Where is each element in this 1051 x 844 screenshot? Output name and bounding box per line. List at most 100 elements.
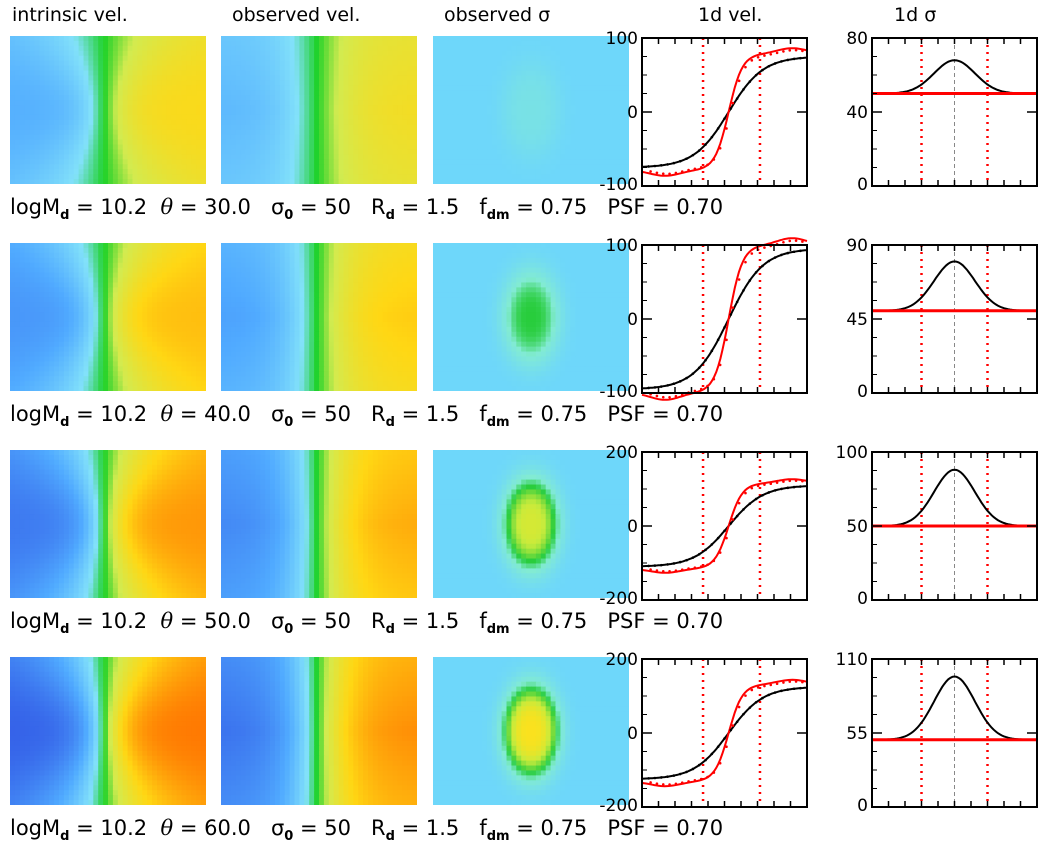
- y-tick-label: -100: [599, 382, 638, 402]
- model-point: [654, 564, 657, 567]
- data-point: [776, 52, 779, 55]
- data-point: [751, 252, 754, 255]
- data-curve: [642, 479, 807, 573]
- data-curve: [642, 238, 807, 400]
- model-point: [755, 74, 758, 77]
- model-point: [647, 777, 650, 780]
- data-point: [795, 479, 798, 482]
- data-point: [782, 681, 785, 684]
- y-tick-label: 100: [606, 236, 638, 256]
- model-point: [774, 691, 777, 694]
- model-point: [679, 160, 682, 163]
- model-curve: [642, 250, 807, 388]
- y-tick-label: 45: [846, 310, 868, 330]
- model-point: [698, 149, 701, 152]
- plot-frame: [642, 452, 807, 600]
- data-point: [719, 762, 722, 765]
- data-point: [706, 385, 709, 388]
- data-point: [751, 59, 754, 62]
- model-point: [793, 486, 796, 489]
- model-point: [679, 380, 682, 383]
- model-point: [654, 777, 657, 780]
- data-point: [649, 781, 652, 784]
- model-point: [692, 556, 695, 559]
- data-point: [763, 54, 766, 57]
- data-point: [757, 686, 760, 689]
- data-point: [668, 396, 671, 399]
- model-point: [742, 88, 745, 91]
- model-point: [755, 498, 758, 501]
- y-tick-label: 90: [846, 236, 868, 256]
- data-point: [668, 173, 671, 176]
- model-point: [685, 771, 688, 774]
- model-point: [749, 80, 752, 83]
- model-point: [717, 338, 720, 341]
- y-tick-label: 50: [846, 517, 868, 537]
- model-point: [717, 127, 720, 130]
- data-point: [700, 778, 703, 781]
- data-point: [713, 560, 716, 563]
- y-tick-label: 200: [606, 443, 638, 463]
- data-point: [713, 158, 716, 161]
- model-point: [780, 60, 783, 63]
- data-point: [725, 537, 728, 540]
- data-point: [656, 569, 659, 572]
- y-tick-label: 55: [846, 724, 868, 744]
- model-point: [698, 367, 701, 370]
- data-point: [662, 783, 665, 786]
- data-curve: [642, 680, 807, 786]
- model-point: [749, 706, 752, 709]
- data-point: [687, 780, 690, 783]
- model-point: [698, 764, 701, 767]
- data-point: [788, 680, 791, 683]
- model-point: [666, 384, 669, 387]
- model-point: [698, 553, 701, 556]
- model-point: [711, 350, 714, 353]
- theta-value: 60.0: [204, 816, 251, 840]
- y-tick-label: 0: [857, 382, 868, 402]
- data-point: [719, 364, 722, 367]
- data-point: [700, 388, 703, 391]
- model-point: [793, 250, 796, 253]
- y-tick-label: -200: [599, 589, 638, 609]
- data-point: [675, 395, 678, 398]
- model-point: [660, 385, 663, 388]
- model-point: [761, 265, 764, 268]
- model-point: [761, 69, 764, 72]
- model-point: [755, 701, 758, 704]
- data-point: [725, 127, 728, 130]
- sigma0-label: σ0 = 50: [271, 816, 351, 844]
- data-point: [662, 396, 665, 399]
- model-point: [704, 143, 707, 146]
- model-point: [660, 776, 663, 779]
- y-tick-label: 0: [857, 589, 868, 609]
- data-point: [751, 487, 754, 490]
- model-point: [742, 508, 745, 511]
- model-point: [736, 97, 739, 100]
- model-point: [774, 256, 777, 259]
- data-point: [795, 239, 798, 242]
- model-point: [711, 543, 714, 546]
- observed-velocity-map: [221, 36, 417, 184]
- model-point: [786, 252, 789, 255]
- model-point: [666, 163, 669, 166]
- model-point: [685, 157, 688, 160]
- model-point: [749, 502, 752, 505]
- y-tick-label: 200: [606, 650, 638, 670]
- y-tick-label: 0: [627, 724, 638, 744]
- model-point: [692, 154, 695, 157]
- data-point: [681, 781, 684, 784]
- data-point: [744, 694, 747, 697]
- model-point: [704, 359, 707, 362]
- y-tick-label: 100: [606, 29, 638, 49]
- data-point: [687, 169, 690, 172]
- model-point: [717, 537, 720, 540]
- data-point: [801, 681, 804, 684]
- observed-velocity-map: [221, 657, 417, 805]
- data-point: [744, 492, 747, 495]
